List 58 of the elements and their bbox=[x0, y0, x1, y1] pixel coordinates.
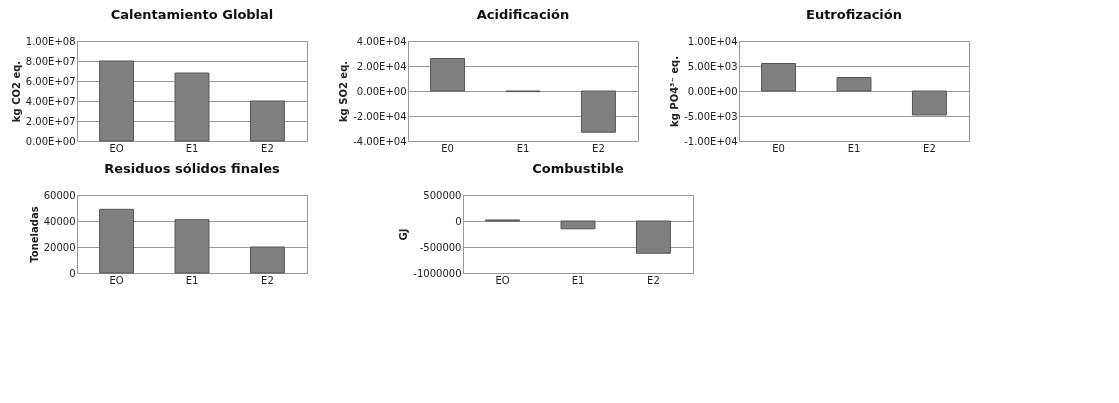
y-tick-label: 60000 bbox=[43, 189, 76, 201]
y-tick-label: -1000000 bbox=[413, 267, 462, 279]
y-tick-label: 0 bbox=[69, 267, 76, 279]
bar bbox=[99, 208, 135, 274]
y-axis-title: Toneladas bbox=[28, 206, 40, 263]
x-tick-label: E0 bbox=[441, 142, 454, 154]
bar bbox=[99, 60, 135, 142]
y-tick-label: 40000 bbox=[43, 215, 76, 227]
y-tick-label: 8.00E+07 bbox=[25, 55, 76, 67]
chart-title: Combustible bbox=[532, 161, 624, 176]
x-tick-label: E1 bbox=[571, 274, 585, 286]
y-tick-label: 6.00E+07 bbox=[25, 75, 76, 87]
x-tick-label: E2 bbox=[923, 142, 936, 154]
y-axis-title: GJ bbox=[398, 228, 410, 241]
y-axis-title: kg CO2 eq. bbox=[10, 60, 22, 123]
x-tick-label: EO bbox=[109, 142, 124, 154]
y-tick-label: 0.00E+00 bbox=[687, 85, 738, 97]
x-tick-label: E1 bbox=[185, 142, 199, 154]
y-tick-label: 0.00E+00 bbox=[356, 85, 407, 97]
x-tick-label: EO bbox=[109, 274, 124, 286]
y-tick-label: -5.00E+03 bbox=[684, 110, 738, 122]
chart-title: Residuos sólidos finales bbox=[104, 161, 281, 176]
y-tick-label: 2.00E+04 bbox=[356, 60, 407, 72]
y-tick-label: 500000 bbox=[423, 189, 462, 201]
bar bbox=[174, 72, 210, 142]
x-tick-label: E2 bbox=[261, 274, 274, 286]
y-tick-label: -2.00E+04 bbox=[353, 110, 407, 122]
y-tick-label: 4.00E+04 bbox=[356, 35, 407, 47]
x-tick-label: E1 bbox=[185, 274, 199, 286]
y-tick-label: 20000 bbox=[43, 241, 76, 253]
y-tick-label: 0.00E+00 bbox=[25, 135, 76, 147]
y-tick-label: 1.00E+08 bbox=[25, 35, 76, 47]
x-tick-label: E1 bbox=[516, 142, 530, 154]
x-tick-label: EO bbox=[495, 274, 510, 286]
y-tick-label: 5.00E+03 bbox=[687, 60, 738, 72]
x-tick-label: E1 bbox=[847, 142, 861, 154]
chart-title: Eutrofización bbox=[805, 7, 903, 22]
bar bbox=[761, 63, 797, 92]
bar bbox=[249, 246, 285, 274]
bar bbox=[836, 77, 872, 92]
y-tick-label: 0 bbox=[455, 215, 462, 227]
x-tick-label: E2 bbox=[592, 142, 605, 154]
x-tick-label: E2 bbox=[261, 142, 274, 154]
chart-title: Calentamiento Globlal bbox=[110, 7, 274, 22]
y-tick-label: -500000 bbox=[419, 241, 462, 253]
x-tick-label: E0 bbox=[772, 142, 785, 154]
y-axis-title: kg SO2 eq. bbox=[338, 60, 350, 123]
y-tick-label: 2.00E+07 bbox=[25, 115, 76, 127]
y-tick-label: 4.00E+07 bbox=[25, 95, 76, 107]
y-tick-label: -1.00E+04 bbox=[684, 135, 738, 147]
y-tick-label: -4.00E+04 bbox=[353, 135, 407, 147]
y-axis-title: kg PO4³⁻ eq. bbox=[669, 56, 681, 127]
x-tick-label: E2 bbox=[647, 274, 660, 286]
chart-title: Acidificación bbox=[476, 7, 570, 22]
bar bbox=[911, 90, 947, 116]
bar bbox=[249, 100, 285, 142]
bar bbox=[174, 219, 210, 274]
y-tick-label: 1.00E+04 bbox=[687, 35, 738, 47]
